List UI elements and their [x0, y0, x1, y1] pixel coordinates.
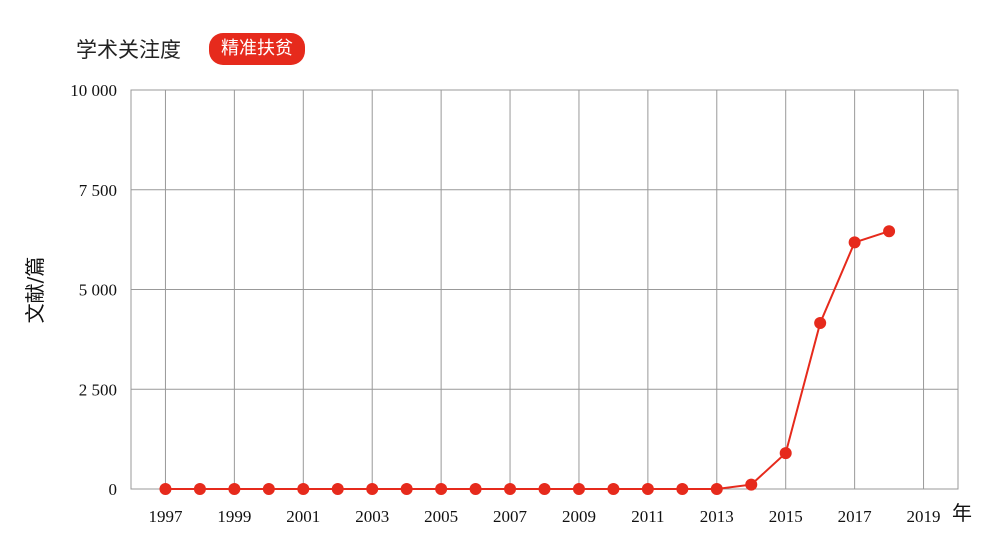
data-point [710, 483, 723, 495]
y-tick-label: 10 000 [70, 81, 117, 100]
data-point [469, 483, 482, 495]
data-point [676, 483, 689, 495]
x-tick-label: 2019 [907, 507, 941, 526]
data-point [572, 483, 585, 495]
data-point [779, 447, 792, 460]
series-line-path [165, 230, 890, 490]
data-point [538, 483, 551, 495]
grid [130, 89, 959, 490]
data-point [435, 483, 448, 495]
x-tick-label: 2009 [562, 507, 596, 526]
series-tag: 精准扶贫 [209, 33, 305, 65]
y-tick-label: 5 000 [79, 281, 117, 300]
data-point [159, 483, 172, 495]
x-tick-label: 2003 [355, 507, 389, 526]
y-tick-label: 2 500 [79, 380, 117, 399]
data-point [504, 483, 517, 495]
x-tick-label: 1999 [217, 507, 251, 526]
y-tick-label: 7 500 [79, 181, 117, 200]
data-point [193, 483, 206, 495]
x-tick-label: 2011 [631, 507, 664, 526]
data-point [883, 225, 896, 238]
y-axis-label: 文献/篇 [23, 257, 47, 324]
data-point [262, 483, 275, 495]
x-tick-label: 2007 [493, 507, 528, 526]
x-tick-label: 2017 [838, 507, 873, 526]
data-point [228, 483, 241, 495]
data-point [331, 483, 344, 495]
series-line [165, 230, 890, 490]
x-tick-label: 1997 [148, 507, 183, 526]
data-point [400, 483, 413, 495]
data-point [814, 317, 827, 330]
x-axis-label: 年 [952, 501, 972, 525]
data-point [745, 478, 758, 491]
x-tick-label: 2015 [769, 507, 803, 526]
data-point [297, 483, 310, 495]
x-tick-label: 2005 [424, 507, 458, 526]
data-point [641, 483, 654, 495]
y-tick-label: 0 [109, 480, 118, 499]
data-points [159, 225, 896, 495]
x-tick-label: 2001 [286, 507, 320, 526]
data-point [366, 483, 379, 495]
chart-title: 学术关注度 [76, 38, 181, 62]
data-point [848, 236, 861, 249]
x-tick-label: 2013 [700, 507, 734, 526]
axis-ticks: 1997 1999 2001 2003 2005 2007 2009 2011 2013 2015… [70, 81, 940, 526]
data-point [607, 483, 620, 495]
